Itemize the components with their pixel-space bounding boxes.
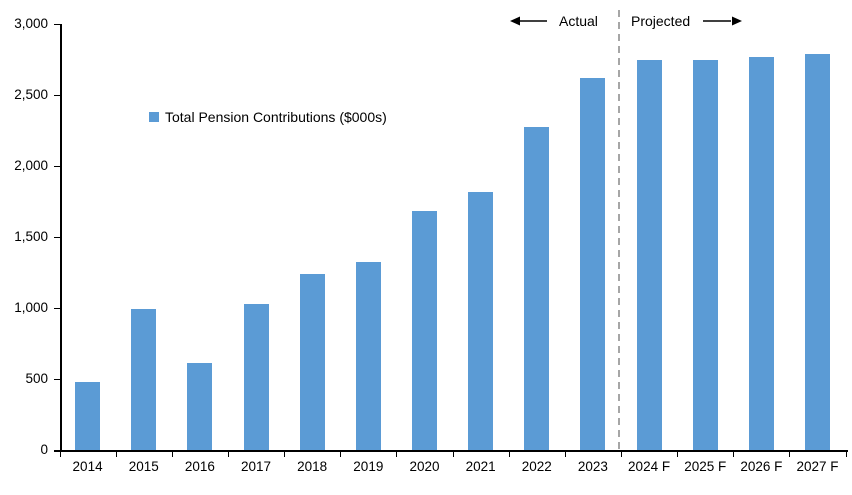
bar-2016 (187, 362, 213, 450)
x-axis-line (54, 450, 848, 452)
projected-annotation: Projected (631, 12, 743, 30)
x-axis-tick-label: 2019 (353, 459, 384, 474)
arrow-right-icon (703, 16, 743, 26)
bar-2021 (468, 191, 494, 450)
y-axis-tick (54, 449, 60, 451)
y-axis-tick-label: 500 (25, 371, 48, 386)
x-axis-tick (396, 452, 398, 457)
x-axis-tick-label: 2020 (409, 459, 440, 474)
y-axis-tick-label: 0 (40, 442, 48, 457)
legend-label: Total Pension Contributions ($000s) (165, 109, 387, 125)
y-axis-tick-label: 1,500 (14, 229, 48, 244)
y-axis-line (59, 24, 62, 452)
x-axis-tick (677, 452, 679, 457)
x-axis-tick-label: 2022 (521, 459, 552, 474)
x-axis-tick-label: 2027 F (796, 459, 839, 474)
x-axis-tick (284, 452, 286, 457)
x-axis-tick (171, 452, 173, 457)
x-axis-tick-label: 2014 (72, 459, 103, 474)
x-axis-tick-label: 2021 (465, 459, 496, 474)
bar-2014 (75, 381, 101, 450)
y-axis-tick (54, 378, 60, 380)
x-axis-tick (621, 452, 622, 457)
projected-label: Projected (631, 13, 691, 29)
bar-2025-f (692, 60, 718, 450)
x-axis-tick-label: 2023 (577, 459, 608, 474)
arrow-left-icon (510, 16, 547, 26)
x-axis-tick-label: 2015 (128, 459, 159, 474)
actual-projected-divider (618, 10, 620, 451)
actual-label: Actual (559, 13, 598, 29)
y-axis-tick (54, 307, 60, 309)
bar-2018 (299, 273, 325, 450)
x-axis-tick-label: 2018 (297, 459, 328, 474)
x-axis-tick-label: 2024 F (628, 459, 671, 474)
bar-2015 (131, 309, 157, 450)
bar-2026-f (748, 57, 774, 450)
x-axis-tick (845, 452, 847, 457)
x-axis-tick-label: 2025 F (684, 459, 727, 474)
y-axis-tick-label: 2,500 (14, 87, 48, 102)
x-axis-tick (227, 452, 229, 457)
bar-2022 (524, 126, 550, 450)
actual-annotation: Actual (510, 12, 598, 30)
x-axis-tick (508, 452, 510, 457)
x-axis-tick (59, 452, 61, 457)
bar-2024-f (636, 59, 662, 450)
y-axis-tick (54, 236, 60, 238)
legend: Total Pension Contributions ($000s) (149, 109, 387, 125)
y-axis-tick (54, 165, 60, 167)
x-axis-tick (340, 452, 342, 457)
legend-marker-icon (149, 112, 159, 122)
bar-2027-f (805, 53, 831, 450)
x-axis-tick-label: 2016 (184, 459, 215, 474)
x-axis-tick-label: 2026 F (740, 459, 783, 474)
bar-2023 (580, 77, 606, 450)
x-axis-tick (789, 452, 791, 457)
bar-2020 (411, 210, 437, 450)
x-axis-tick (452, 452, 454, 457)
y-axis-tick-label: 3,000 (14, 16, 48, 31)
y-axis-tick-label: 1,000 (14, 300, 48, 315)
x-axis-tick (733, 452, 735, 457)
x-axis-tick-label: 2017 (240, 459, 272, 474)
y-axis-tick (54, 94, 60, 96)
y-axis-tick (54, 23, 60, 25)
y-axis-tick-label: 2,000 (14, 158, 48, 173)
x-axis-tick (564, 452, 566, 457)
bar-2017 (243, 303, 269, 450)
bar-2019 (355, 261, 381, 450)
x-axis-tick (115, 452, 117, 457)
